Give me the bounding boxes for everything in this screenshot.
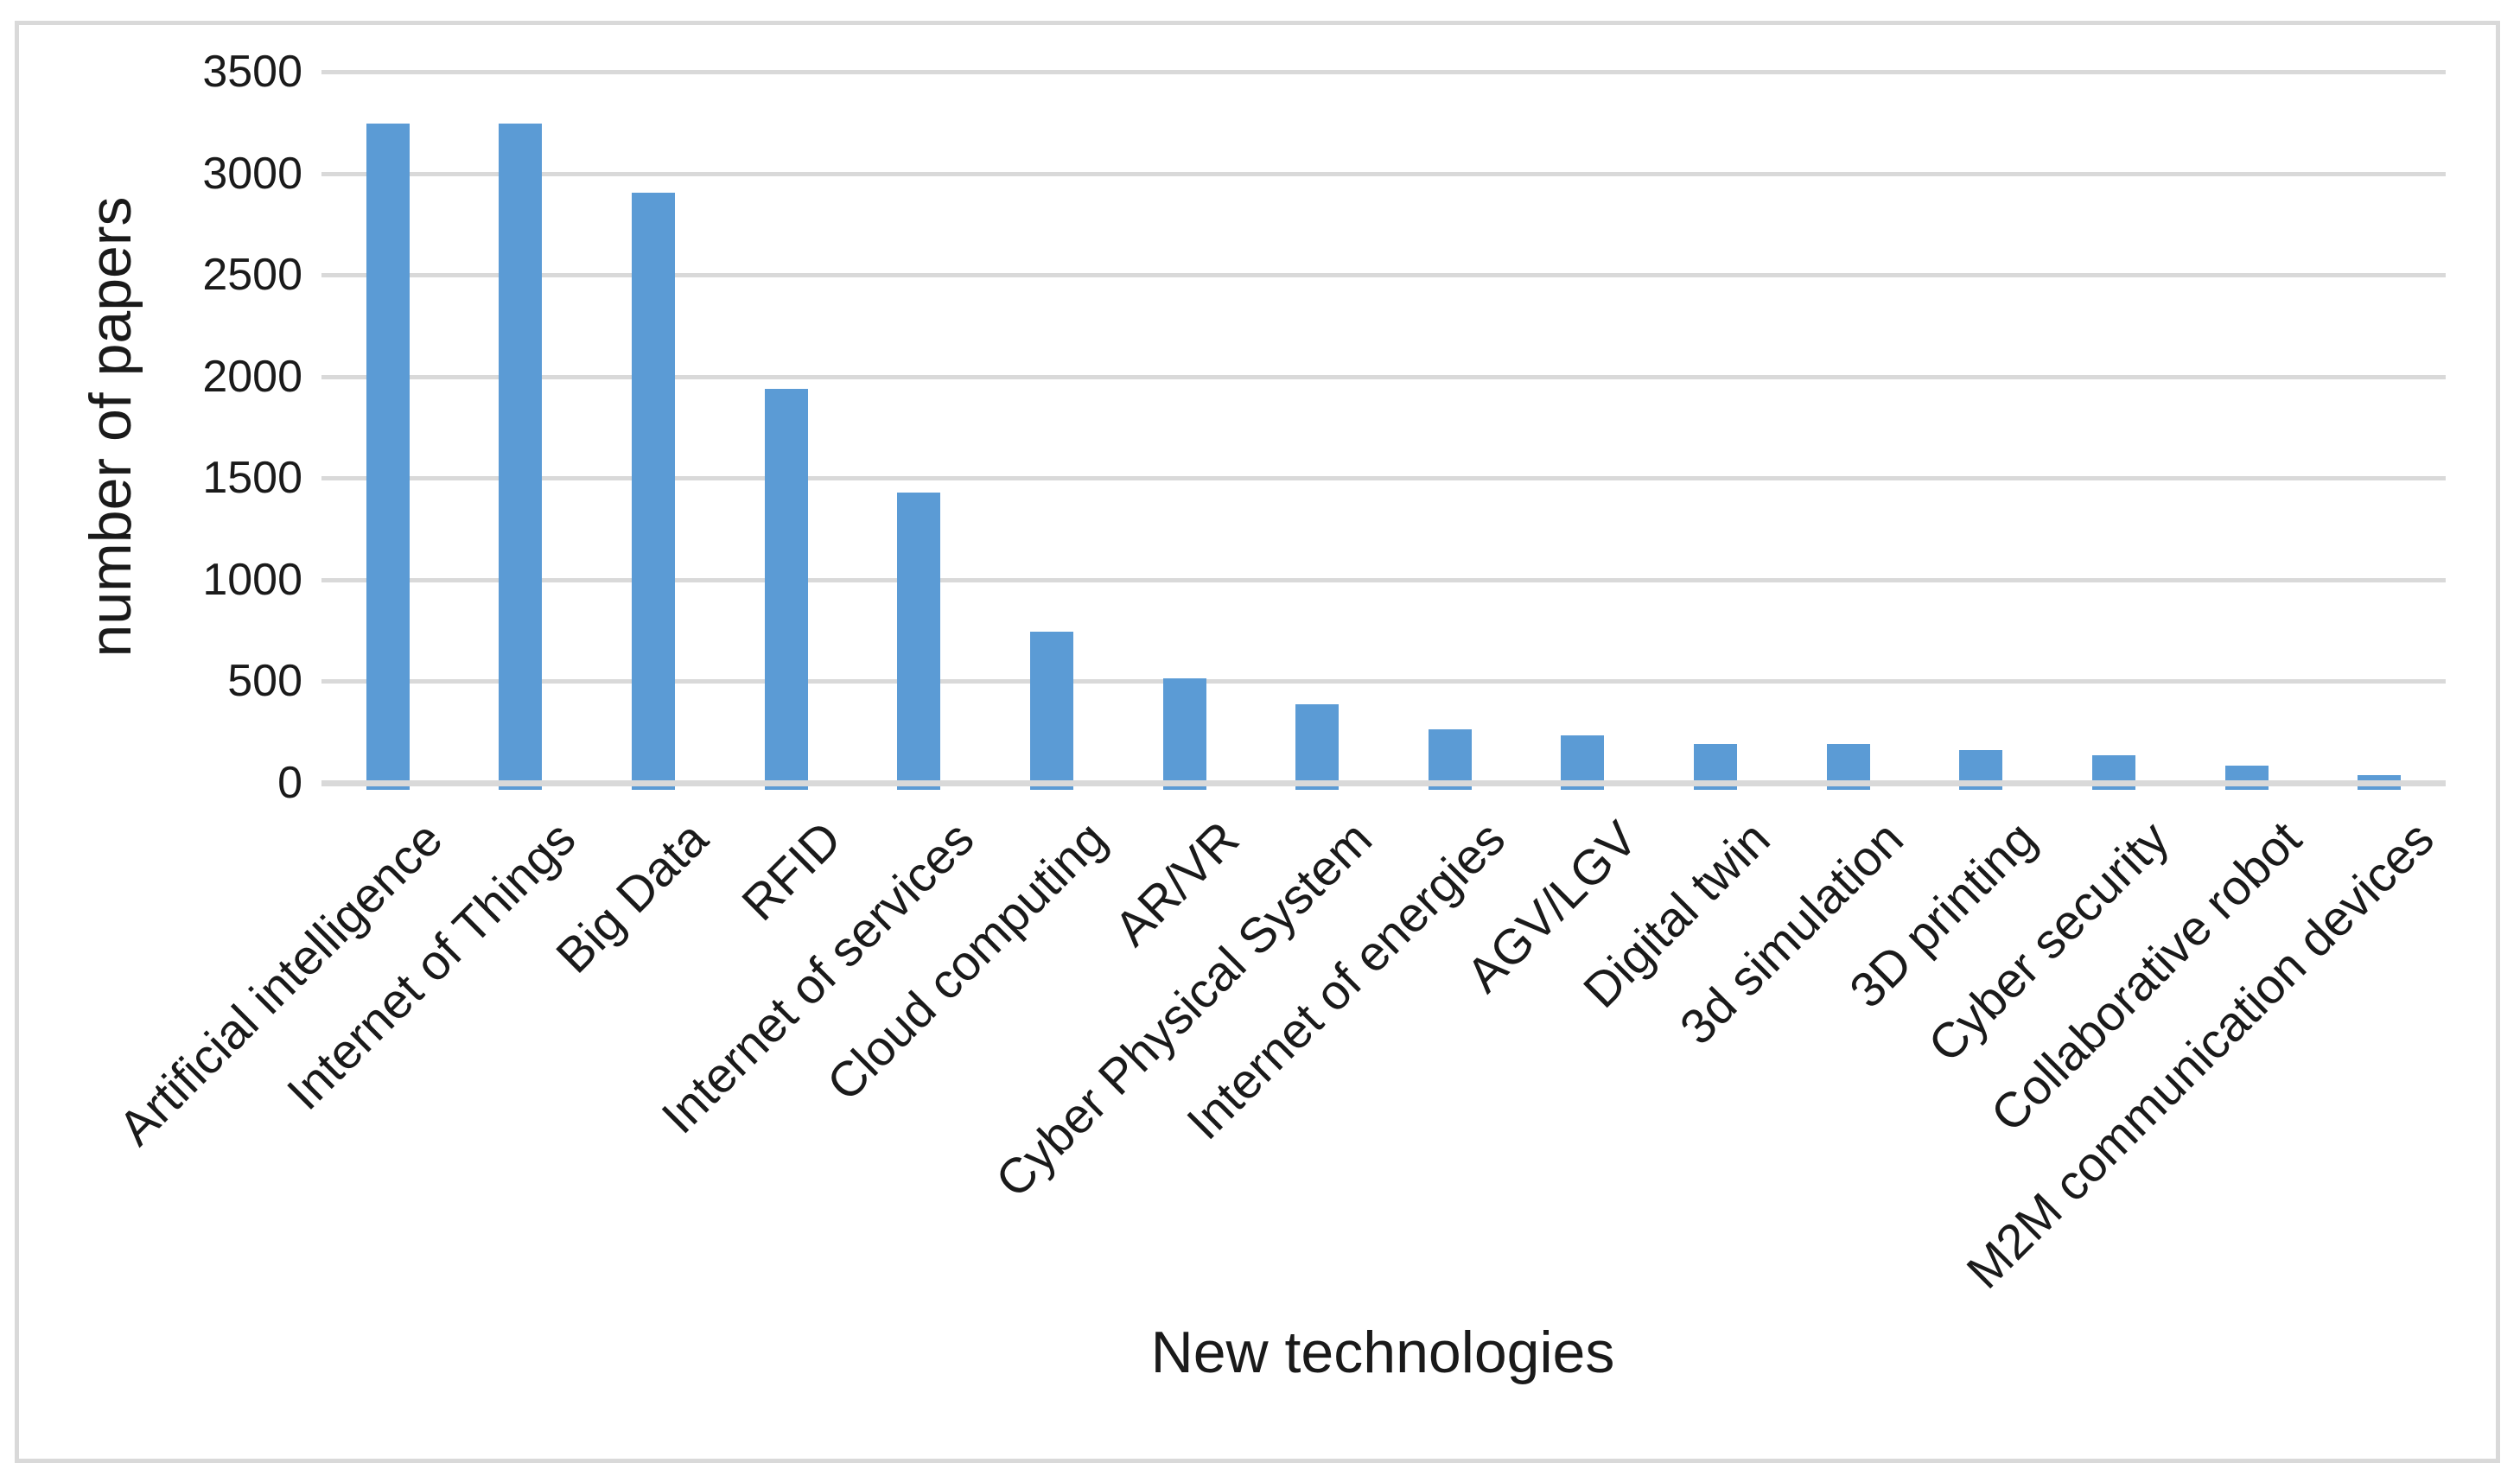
y-tick-label: 3500: [202, 47, 302, 97]
y-tick-label: 1500: [202, 453, 302, 504]
y-tick-label: 0: [277, 758, 302, 808]
y-axis-title: number of papers: [78, 196, 143, 658]
gridline: [321, 476, 2446, 481]
y-tick-label: 2000: [202, 351, 302, 402]
gridline: [321, 171, 2446, 176]
y-tick-label: 500: [227, 656, 302, 707]
gridline: [321, 70, 2446, 74]
gridline: [321, 679, 2446, 684]
bar: [764, 388, 808, 790]
gridline: [321, 273, 2446, 278]
x-axis-line: [321, 780, 2446, 786]
y-tick-label: 2500: [202, 250, 302, 301]
bar: [366, 123, 410, 790]
bar: [1029, 631, 1073, 790]
bar: [1428, 728, 1472, 790]
gridline: [321, 577, 2446, 582]
bar: [1162, 677, 1206, 790]
gridline: [321, 374, 2446, 379]
bar: [1295, 704, 1340, 790]
bar: [632, 192, 676, 790]
chart-border: [15, 21, 2500, 1463]
bar: [499, 123, 543, 790]
y-tick-label: 1000: [202, 554, 302, 605]
x-axis-title: New technologies: [1150, 1320, 1615, 1385]
y-tick-label: 3000: [202, 148, 302, 199]
bar: [897, 492, 941, 790]
